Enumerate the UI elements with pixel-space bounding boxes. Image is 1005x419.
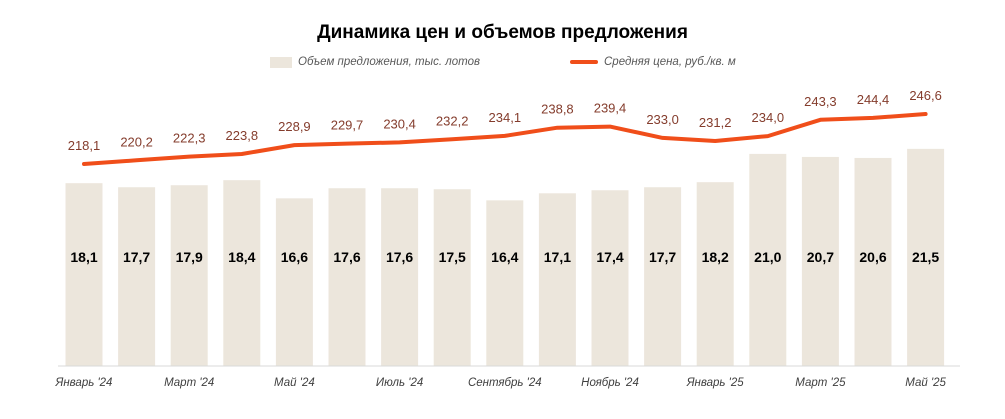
bar-value-label: 16,4 <box>491 249 518 265</box>
price-value-label: 233,0 <box>646 112 679 127</box>
bar-value-label: 17,4 <box>596 249 623 265</box>
bar-value-label: 17,9 <box>176 249 203 265</box>
price-value-label: 228,9 <box>278 119 311 134</box>
x-tick-label: Январь '25 <box>686 377 745 389</box>
legend-label-volume: Объем предложения, тыс. лотов <box>298 56 480 68</box>
bar-value-label: 18,1 <box>70 249 97 265</box>
bar-volume <box>801 156 839 366</box>
bar-volume <box>854 157 892 366</box>
bar-value-label: 17,6 <box>333 249 360 265</box>
price-series-line <box>82 112 928 166</box>
bar-volume <box>644 187 682 366</box>
x-tick-label: Январь '24 <box>55 377 113 389</box>
bar-volume <box>223 180 261 366</box>
legend-swatch-volume <box>270 56 292 68</box>
chart-title: Динамика цен и объемов предложения <box>317 22 688 43</box>
bar-volume <box>538 193 576 366</box>
bar-value-label: 21,5 <box>912 249 939 265</box>
bar-volume <box>749 153 787 366</box>
price-value-label: 220,2 <box>120 134 153 149</box>
price-value-label: 222,3 <box>173 131 206 146</box>
x-tick-label: Ноябрь '24 <box>581 377 639 389</box>
x-tick-label: Сентябрь '24 <box>468 377 542 389</box>
bar-value-label: 17,7 <box>123 249 150 265</box>
price-value-label: 232,2 <box>436 113 469 128</box>
legend-swatch-price <box>570 60 598 64</box>
bar-volume <box>275 198 313 366</box>
legend-item-volume: Объем предложения, тыс. лотов <box>270 56 480 68</box>
volume-labels-layer: 18,1 17,7 17,9 18,4 16,6 17,6 17,6 17,5 16,4 17,1… <box>70 249 939 265</box>
bar-volume <box>118 187 156 366</box>
bar-volume <box>907 148 945 366</box>
bar-value-label: 17,1 <box>544 249 571 265</box>
bar-value-label: 16,6 <box>281 249 308 265</box>
x-tick-label: Май '24 <box>274 377 315 389</box>
bar-volume <box>328 188 366 366</box>
price-value-label: 238,8 <box>541 102 574 117</box>
bar-value-label: 21,0 <box>754 249 781 265</box>
price-value-label: 234,0 <box>752 110 785 125</box>
legend-item-price: Средняя цена, руб./кв. м <box>570 56 736 68</box>
price-value-label: 223,8 <box>226 128 259 143</box>
x-tick-label: Июль '24 <box>376 377 423 389</box>
bar-value-label: 17,7 <box>649 249 676 265</box>
bar-volume <box>381 188 419 366</box>
bar-volume <box>486 200 524 366</box>
bar-value-label: 18,2 <box>702 249 729 265</box>
bar-volume <box>433 189 471 366</box>
bar-volume <box>696 182 734 366</box>
price-value-label: 239,4 <box>594 101 627 116</box>
bar-volume <box>65 183 103 366</box>
x-tick-label: Март '25 <box>795 377 846 389</box>
bar-value-label: 20,7 <box>807 249 834 265</box>
bars-layer <box>65 148 945 366</box>
price-value-label: 243,3 <box>804 94 837 109</box>
bar-volume <box>591 190 629 366</box>
price-value-label: 230,4 <box>383 116 416 131</box>
price-value-label: 234,1 <box>489 110 522 125</box>
price-value-label: 229,7 <box>331 118 364 133</box>
x-tick-label: Март '24 <box>164 377 214 389</box>
legend-label-price: Средняя цена, руб./кв. м <box>604 56 736 68</box>
price-value-label: 231,2 <box>699 115 732 130</box>
price-value-label: 244,4 <box>857 92 890 107</box>
price-labels-layer: 218,1 220,2 222,3 223,8 228,9 229,7 230,4 232,2… <box>68 88 942 153</box>
price-line-layer <box>82 112 928 166</box>
bar-value-label: 17,5 <box>439 249 466 265</box>
bar-volume <box>170 185 208 366</box>
bar-value-label: 20,6 <box>859 249 886 265</box>
price-value-label: 246,6 <box>909 88 942 103</box>
bar-value-label: 17,6 <box>386 249 413 265</box>
x-tick-label: Май '25 <box>905 377 946 389</box>
price-value-label: 218,1 <box>68 138 101 153</box>
legend: Объем предложения, тыс. лотов Средняя це… <box>0 56 1005 72</box>
x-axis-ticks-layer: Январь '24 Март '24 Май '24 Июль '24 Сентябр… <box>55 365 960 389</box>
bar-value-label: 18,4 <box>228 249 255 265</box>
